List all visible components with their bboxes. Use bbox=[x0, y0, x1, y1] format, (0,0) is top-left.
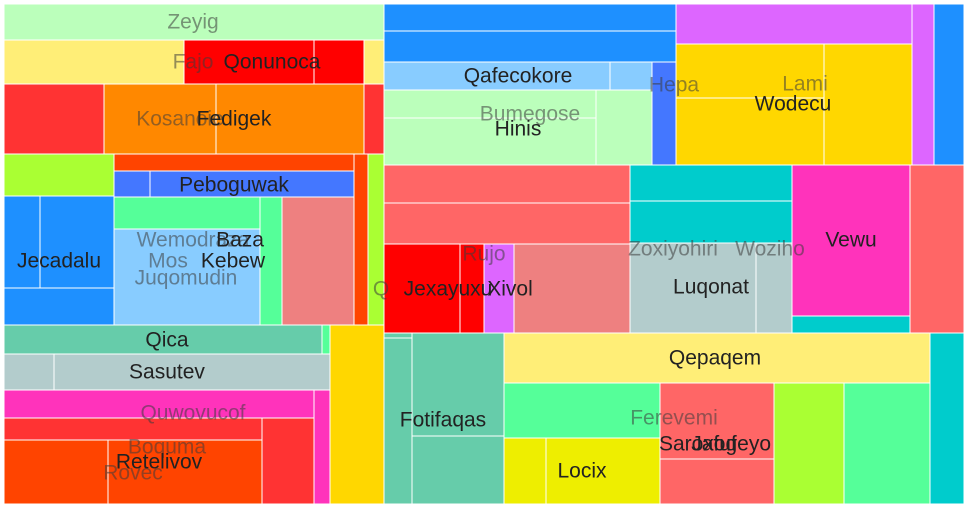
treemap-cell bbox=[675, 43, 825, 99]
treemap-cell bbox=[3, 39, 185, 85]
treemap-cell bbox=[3, 83, 105, 155]
treemap-cell bbox=[113, 196, 261, 230]
treemap-cell bbox=[261, 417, 315, 505]
treemap-cell bbox=[843, 382, 931, 505]
treemap-cell bbox=[259, 196, 283, 326]
treemap-cell bbox=[363, 83, 385, 155]
treemap-cell bbox=[929, 332, 965, 505]
treemap-cell bbox=[659, 458, 775, 505]
treemap-cell bbox=[383, 202, 631, 245]
treemap-cell bbox=[659, 382, 775, 460]
treemap-cell bbox=[629, 242, 757, 334]
treemap-cell bbox=[113, 153, 355, 172]
treemap-cell bbox=[595, 89, 653, 166]
treemap-cell bbox=[367, 153, 385, 326]
treemap-cell bbox=[503, 332, 931, 384]
treemap-cell bbox=[3, 439, 109, 505]
treemap-cell bbox=[353, 153, 369, 326]
treemap-cell bbox=[363, 39, 385, 85]
treemap-cell bbox=[823, 43, 913, 166]
treemap-cell bbox=[383, 164, 631, 204]
treemap-cell bbox=[3, 3, 385, 41]
treemap-cell bbox=[383, 337, 413, 505]
treemap-cell bbox=[411, 435, 505, 505]
treemap-cell bbox=[383, 61, 611, 91]
treemap-cell bbox=[103, 83, 217, 155]
treemap-cell bbox=[3, 353, 55, 391]
treemap-cell bbox=[107, 439, 263, 505]
treemap-cell bbox=[933, 3, 965, 166]
treemap-cell bbox=[629, 200, 793, 244]
treemap-cell bbox=[545, 437, 661, 505]
treemap-cell bbox=[755, 242, 793, 334]
treemap-cell bbox=[383, 30, 677, 63]
treemap-cell bbox=[383, 117, 597, 166]
treemap-cell bbox=[911, 3, 935, 166]
treemap-cell bbox=[675, 3, 913, 45]
treemap-cell bbox=[773, 382, 845, 505]
treemap-cell bbox=[215, 83, 365, 155]
treemap-cell bbox=[3, 417, 263, 441]
treemap-cell bbox=[313, 389, 331, 505]
treemap-cell bbox=[281, 196, 355, 326]
treemap-cell bbox=[3, 195, 41, 289]
treemap-cell bbox=[3, 287, 115, 326]
treemap-cell bbox=[411, 332, 505, 437]
treemap-cell bbox=[39, 195, 115, 289]
treemap-cell bbox=[113, 228, 261, 326]
treemap-cell bbox=[503, 382, 661, 439]
treemap-cells bbox=[3, 3, 965, 505]
treemap-cell bbox=[149, 170, 355, 198]
treemap-cell bbox=[675, 97, 825, 166]
treemap-cell bbox=[313, 39, 365, 85]
treemap-cell bbox=[383, 332, 413, 339]
treemap-cell bbox=[459, 243, 485, 334]
treemap-cell bbox=[609, 61, 653, 91]
treemap-cell bbox=[53, 353, 331, 391]
treemap-cell bbox=[3, 153, 115, 197]
treemap-cell bbox=[3, 324, 323, 355]
treemap-cell bbox=[383, 89, 597, 119]
treemap-cell bbox=[321, 324, 331, 355]
treemap-cell bbox=[791, 164, 911, 317]
treemap-cell bbox=[513, 243, 631, 334]
treemap-cell bbox=[329, 324, 385, 505]
treemap-cell bbox=[791, 315, 911, 334]
treemap-cell bbox=[651, 61, 677, 166]
treemap-cell bbox=[3, 389, 315, 419]
treemap-cell bbox=[383, 243, 461, 334]
treemap-cell bbox=[183, 39, 315, 85]
treemap-cell bbox=[113, 170, 151, 198]
treemap-cell bbox=[483, 243, 515, 334]
treemap-cell bbox=[909, 164, 965, 334]
treemap-cell bbox=[503, 437, 547, 505]
treemap-cell bbox=[383, 3, 677, 32]
treemap-cell bbox=[629, 164, 793, 202]
